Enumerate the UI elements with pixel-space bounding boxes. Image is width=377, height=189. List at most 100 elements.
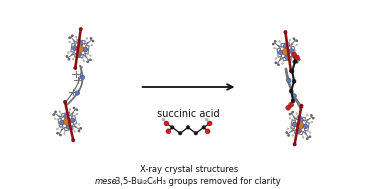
Circle shape (293, 38, 295, 40)
Circle shape (54, 118, 56, 119)
Circle shape (66, 124, 71, 129)
Circle shape (275, 58, 277, 60)
Circle shape (207, 121, 212, 126)
Circle shape (72, 139, 75, 142)
Circle shape (310, 114, 312, 116)
Circle shape (289, 49, 294, 53)
Circle shape (69, 37, 70, 39)
Circle shape (77, 52, 81, 57)
Circle shape (282, 48, 290, 56)
Circle shape (92, 40, 94, 42)
Circle shape (86, 38, 88, 39)
Circle shape (78, 124, 80, 125)
Circle shape (297, 55, 299, 56)
Circle shape (164, 121, 169, 126)
Circle shape (272, 43, 274, 45)
Circle shape (279, 50, 283, 55)
Circle shape (296, 40, 297, 42)
Circle shape (309, 136, 311, 138)
Circle shape (79, 27, 83, 31)
Circle shape (87, 61, 89, 63)
Circle shape (296, 44, 297, 46)
Circle shape (72, 58, 74, 60)
Circle shape (186, 126, 190, 129)
Circle shape (91, 44, 93, 46)
Circle shape (292, 111, 294, 113)
Circle shape (292, 135, 294, 136)
Circle shape (78, 130, 80, 132)
Circle shape (279, 40, 280, 42)
Circle shape (289, 102, 294, 107)
Circle shape (89, 59, 91, 61)
Circle shape (59, 111, 60, 112)
Circle shape (68, 58, 70, 60)
Circle shape (287, 128, 289, 129)
Circle shape (284, 30, 287, 34)
Circle shape (71, 35, 73, 37)
Circle shape (290, 69, 294, 73)
Circle shape (297, 128, 301, 133)
Text: succinic acid: succinic acid (157, 109, 219, 119)
Circle shape (69, 108, 71, 110)
Circle shape (76, 109, 78, 111)
Circle shape (300, 104, 303, 107)
Circle shape (57, 128, 58, 130)
Circle shape (296, 122, 304, 129)
Circle shape (72, 46, 77, 50)
Circle shape (292, 94, 296, 98)
Circle shape (286, 132, 288, 134)
Circle shape (309, 132, 311, 133)
Circle shape (205, 118, 208, 121)
Circle shape (64, 114, 69, 119)
Circle shape (292, 122, 297, 127)
Circle shape (60, 134, 61, 136)
Circle shape (57, 132, 59, 134)
Circle shape (63, 100, 67, 104)
Circle shape (277, 64, 279, 66)
Circle shape (288, 134, 290, 136)
Circle shape (296, 61, 298, 63)
Circle shape (302, 137, 304, 138)
Circle shape (285, 55, 289, 60)
Circle shape (70, 118, 75, 123)
Circle shape (55, 111, 57, 113)
Circle shape (75, 36, 77, 38)
Circle shape (166, 129, 171, 134)
Circle shape (75, 91, 80, 95)
Circle shape (83, 60, 84, 62)
Circle shape (283, 44, 288, 49)
Circle shape (292, 61, 294, 63)
Circle shape (289, 113, 291, 115)
Circle shape (293, 60, 297, 64)
Circle shape (73, 107, 75, 109)
Circle shape (74, 66, 77, 70)
Circle shape (275, 62, 277, 64)
Circle shape (80, 75, 85, 79)
Circle shape (205, 129, 210, 134)
Circle shape (274, 40, 276, 42)
Circle shape (67, 52, 69, 53)
Circle shape (202, 126, 205, 129)
Circle shape (289, 39, 291, 41)
Circle shape (63, 133, 65, 134)
Circle shape (74, 131, 76, 132)
Circle shape (78, 41, 83, 46)
Text: -3,5-Buᵢ₂C₆H₃ groups removed for clarity: -3,5-Buᵢ₂C₆H₃ groups removed for clarity (112, 177, 281, 186)
Circle shape (66, 56, 68, 57)
Circle shape (292, 79, 296, 83)
Circle shape (90, 55, 91, 57)
Circle shape (299, 118, 303, 122)
Circle shape (76, 45, 84, 53)
Text: X-ray crystal structures: X-ray crystal structures (140, 165, 238, 174)
Circle shape (286, 105, 291, 110)
Circle shape (194, 132, 198, 135)
Circle shape (303, 124, 308, 129)
Circle shape (289, 117, 291, 119)
Circle shape (298, 58, 300, 60)
Circle shape (291, 99, 295, 103)
Circle shape (293, 143, 296, 146)
Text: meso: meso (95, 177, 118, 186)
Circle shape (287, 78, 291, 82)
Circle shape (294, 55, 299, 60)
Circle shape (311, 121, 313, 123)
